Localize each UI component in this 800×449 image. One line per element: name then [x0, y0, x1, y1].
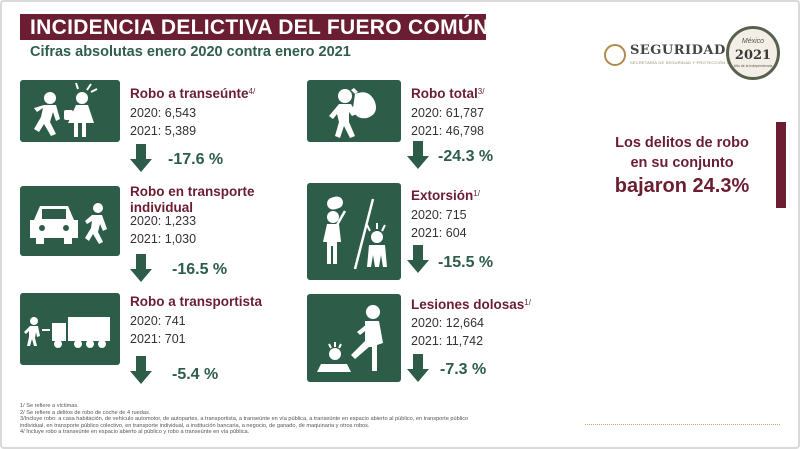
crime-value-2021-lesiones-dolosas: 2021: 11,742: [411, 334, 484, 348]
footnote: 3/Incluye robo: a casa habitación, de ve…: [20, 416, 469, 423]
pedestrian-robbery-icon: [20, 80, 120, 142]
summary-line-1: Los delitos de robo: [615, 135, 749, 151]
crime-change-robo-transporte-individual: -16.5 %: [172, 261, 228, 278]
title-bar: [20, 14, 486, 40]
accent-bar: [776, 122, 786, 208]
truck-robbery-icon: [20, 293, 120, 365]
robbery-summary-callout: Los delitos de robo en su conjunto bajar…: [596, 133, 768, 199]
crime-value-2020-robo-transeunte: 2020: 6,543: [130, 106, 197, 120]
footnotes: 1/ Se refiere a víctimas. 2/ Se refiere …: [20, 403, 580, 436]
year-logo-year: 2021: [734, 48, 772, 63]
year-logo-sub: Año de la Independencia: [733, 64, 773, 68]
down-arrow-icon: [407, 141, 429, 169]
down-arrow-icon: [407, 245, 429, 273]
crime-value-2020-robo-transportista: 2020: 741: [130, 314, 186, 328]
footnote: 1/ Se refiere a víctimas.: [20, 403, 79, 409]
crime-name-lesiones-dolosas: Lesiones dolosas1/: [411, 297, 531, 312]
year-2021-logo: [726, 26, 780, 80]
crime-change-lesiones-dolosas: -7.3 %: [440, 361, 487, 378]
crime-value-2020-lesiones-dolosas: 2020: 12,664: [411, 316, 484, 330]
down-arrow-icon: [130, 356, 152, 384]
footnote: 2/ Se refiere a delitos de robo de coche…: [20, 409, 151, 416]
summary-line-2: en su conjunto: [630, 155, 734, 171]
footer-divider: [585, 424, 780, 425]
page-subtitle: Cifras absolutas enero 2020 contra enero…: [30, 44, 351, 60]
seguridad-logo-text: SEGURIDAD: [630, 43, 726, 58]
footnote: 4/ Incluye robo a transeúnte en espacio …: [20, 429, 250, 436]
crime-name-robo-transeunte: Robo a transeúnte4/: [130, 86, 256, 101]
crime-change-extorsion: -15.5 %: [438, 254, 494, 271]
down-arrow-icon: [407, 354, 429, 382]
summary-line-3: bajaron 24.3%: [614, 175, 750, 197]
crime-name-extorsion: Extorsión1/: [411, 188, 480, 203]
crime-value-2020-robo-transporte-individual: 2020: 1,233: [130, 214, 197, 228]
crime-value-2020-extorsion: 2020: 715: [411, 208, 467, 222]
crime-name-robo-transporte-individual: Robo en transporte individual: [130, 184, 255, 215]
seguridad-seal-icon: [604, 44, 626, 66]
year-logo-mexico: México: [741, 38, 765, 45]
crime-value-2020-robo-total: 2020: 61,787: [411, 106, 484, 120]
crime-change-robo-total: -24.3 %: [438, 148, 494, 165]
down-arrow-icon: [130, 144, 152, 172]
crime-value-2021-robo-total: 2021: 46,798: [411, 124, 484, 138]
seguridad-logo-subtext: SECRETARÍA DE SEGURIDAD Y PROTECCIÓN CIU…: [630, 60, 752, 65]
crime-value-2021-robo-transporte-individual: 2021: 1,030: [130, 232, 197, 246]
footnote: individual, en transporte público colect…: [20, 422, 370, 429]
crime-change-robo-transportista: -5.4 %: [172, 366, 219, 383]
crime-name-robo-total: Robo total3/: [411, 86, 485, 101]
thief-icon: [307, 80, 401, 142]
crime-value-2021-robo-transportista: 2021: 701: [130, 332, 186, 346]
crime-value-2021-extorsion: 2021: 604: [411, 226, 467, 240]
down-arrow-icon: [130, 254, 152, 282]
assault-icon: [307, 294, 401, 382]
page-title: INCIDENCIA DELICTIVA DEL FUERO COMÚN: [30, 16, 489, 39]
crime-name-robo-transportista: Robo a transportista: [130, 294, 263, 309]
car-robbery-icon: [20, 186, 120, 256]
extortion-icon: [307, 183, 401, 280]
crime-change-robo-transeunte: -17.6 %: [168, 151, 224, 168]
crime-value-2021-robo-transeunte: 2021: 5,389: [130, 124, 197, 138]
